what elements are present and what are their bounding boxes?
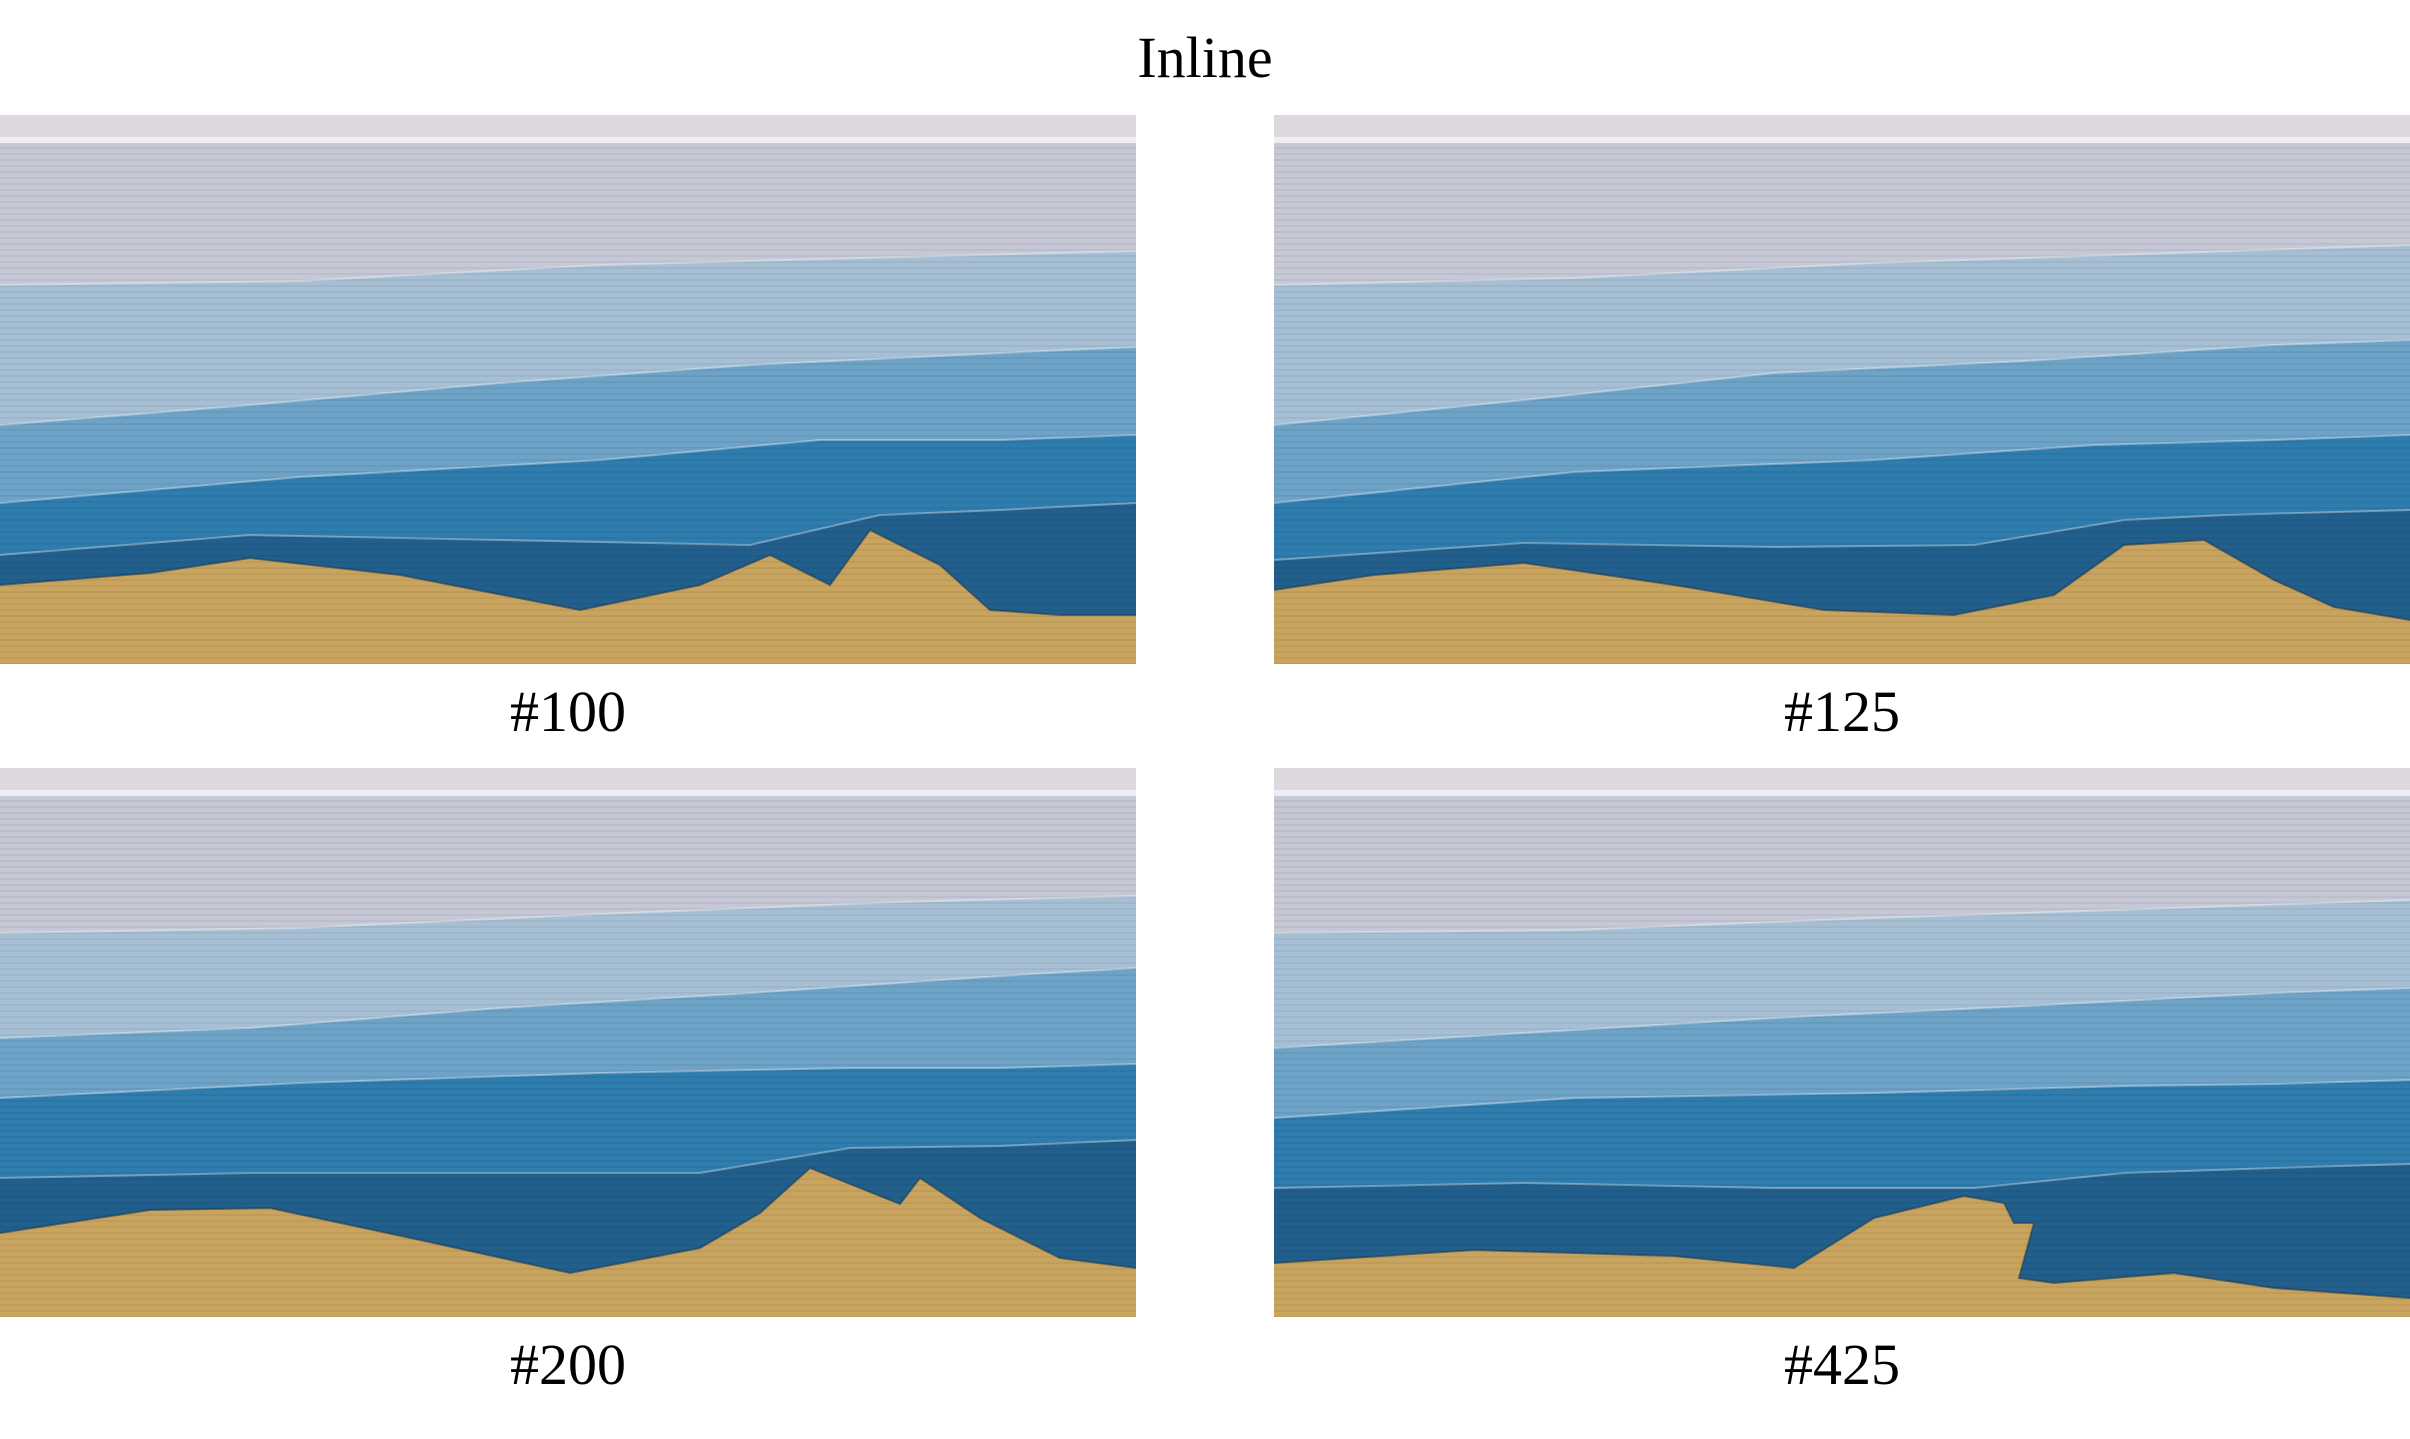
- reflection-texture: [1274, 143, 2410, 664]
- seismic-section-inline-425: [1274, 768, 2410, 1317]
- figure-title: Inline: [1137, 25, 1273, 90]
- seismic-section-inline-200: [0, 768, 1136, 1317]
- panel-label: #125: [1784, 679, 1900, 744]
- seismic-image: [1274, 768, 2410, 1317]
- reflection-texture: [0, 143, 1136, 664]
- panel-label: #200: [510, 1332, 626, 1397]
- surface-band: [1274, 768, 2410, 793]
- panel-label: #100: [510, 679, 626, 744]
- seismic-image: [0, 115, 1136, 664]
- seismic-image: [0, 768, 1136, 1317]
- seismic-section-inline-125: [1274, 115, 2410, 664]
- surface-band: [0, 115, 1136, 140]
- reflection-texture: [0, 796, 1136, 1317]
- seismic-section-inline-100: [0, 115, 1136, 664]
- reflection-texture: [1274, 796, 2410, 1317]
- surface-band: [1274, 115, 2410, 140]
- seismic-image: [1274, 115, 2410, 664]
- surface-band: [0, 768, 1136, 793]
- panel-label: #425: [1784, 1332, 1900, 1397]
